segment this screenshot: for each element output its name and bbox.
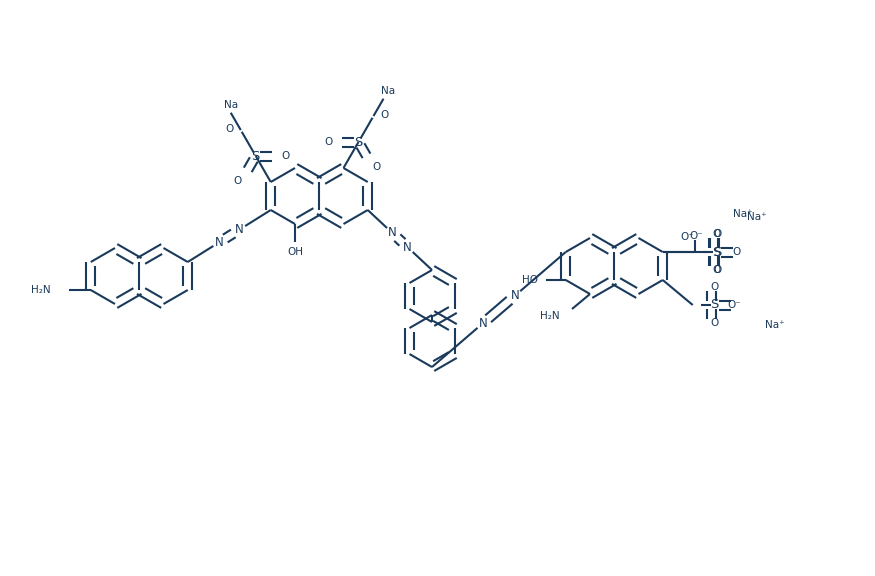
Text: O: O bbox=[732, 247, 741, 257]
Text: H₂N: H₂N bbox=[31, 285, 51, 295]
Text: O: O bbox=[325, 137, 332, 147]
Text: O⁻: O⁻ bbox=[681, 232, 695, 242]
Text: Na⁺: Na⁺ bbox=[747, 212, 766, 222]
Text: N: N bbox=[510, 289, 519, 302]
Text: S: S bbox=[252, 150, 260, 162]
Text: O: O bbox=[282, 151, 290, 161]
Text: O: O bbox=[226, 124, 234, 134]
Text: O: O bbox=[712, 265, 721, 275]
Text: S: S bbox=[354, 135, 362, 149]
Text: N: N bbox=[403, 241, 412, 253]
Text: O: O bbox=[714, 265, 722, 275]
Text: S: S bbox=[713, 245, 722, 259]
Text: H₂N: H₂N bbox=[541, 311, 560, 321]
Text: S: S bbox=[712, 245, 721, 259]
Text: O⁻: O⁻ bbox=[690, 231, 704, 241]
Text: N: N bbox=[479, 317, 487, 330]
Text: O: O bbox=[234, 176, 242, 187]
Text: S: S bbox=[710, 298, 719, 312]
Text: Na⁺: Na⁺ bbox=[733, 209, 752, 219]
Text: O: O bbox=[710, 282, 719, 292]
Text: O: O bbox=[710, 318, 719, 328]
Text: O: O bbox=[373, 162, 381, 172]
Text: OH: OH bbox=[287, 247, 303, 257]
Text: O: O bbox=[712, 229, 721, 239]
Text: O⁻: O⁻ bbox=[728, 300, 742, 310]
Text: O: O bbox=[714, 229, 722, 239]
Text: N: N bbox=[388, 226, 396, 239]
Text: HO: HO bbox=[522, 275, 538, 285]
Text: O: O bbox=[381, 110, 388, 120]
Text: Na⁺: Na⁺ bbox=[765, 320, 785, 330]
Text: Na: Na bbox=[224, 100, 238, 109]
Text: N: N bbox=[234, 223, 243, 236]
Text: N: N bbox=[215, 236, 224, 249]
Text: Na: Na bbox=[382, 86, 396, 96]
